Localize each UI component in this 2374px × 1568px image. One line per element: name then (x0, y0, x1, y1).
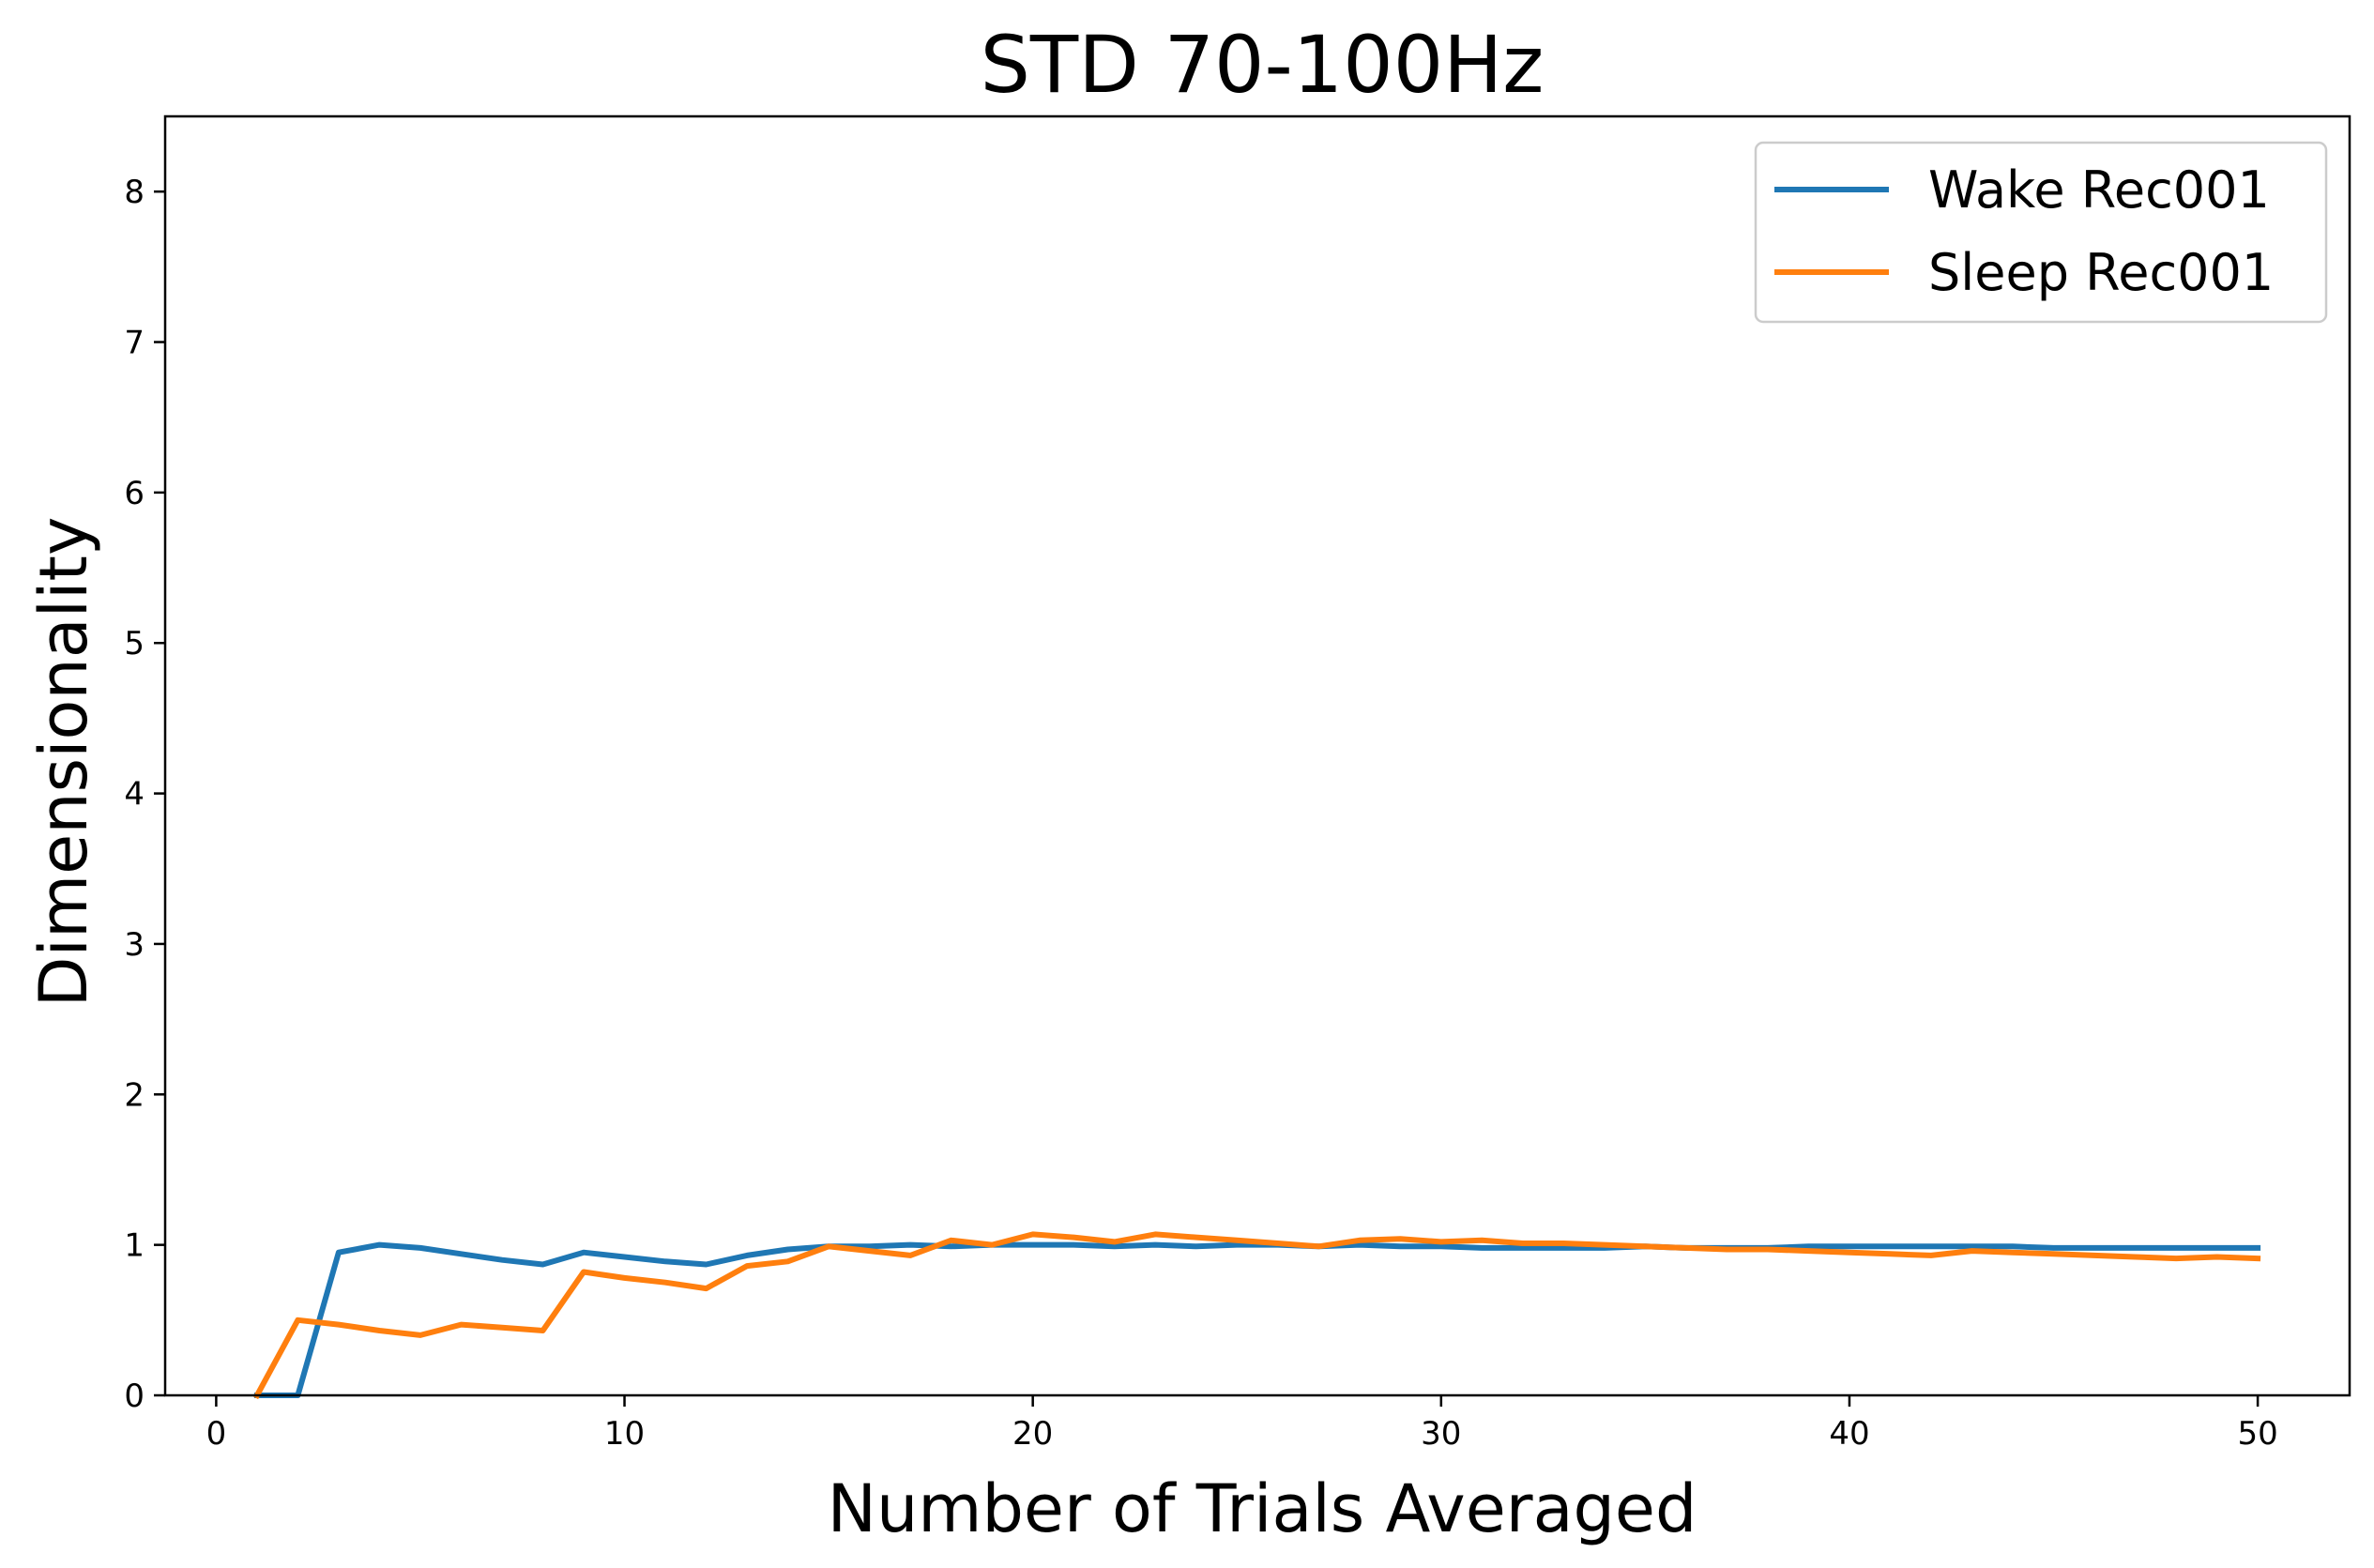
series-line-wake-rec001 (253, 1241, 2261, 1398)
y-tick-label: 2 (124, 1076, 145, 1114)
y-tick-label: 4 (124, 776, 145, 814)
legend-label-wake-rec001: Wake Rec001 (1928, 160, 2270, 220)
y-tick-label: 1 (124, 1227, 145, 1265)
x-tick-label: 30 (1421, 1415, 1461, 1453)
y-tick-label: 5 (124, 625, 145, 662)
y-tick-label: 8 (124, 174, 145, 211)
legend-box (1754, 141, 2328, 324)
x-tick-label: 0 (206, 1415, 227, 1453)
y-tick-label: 3 (124, 926, 145, 964)
x-tick-label: 10 (604, 1415, 645, 1453)
y-tick-label: 7 (124, 325, 145, 362)
chart-title: STD 70-100Hz (981, 19, 1545, 111)
x-axis-label: Number of Trials Averaged (828, 1470, 1697, 1547)
series-layer (252, 1231, 2261, 1400)
ticks-layer: 0 10 20 30 40 50 0 1 2 3 4 5 6 7 8 (124, 174, 2277, 1453)
x-tick-label: 20 (1012, 1415, 1053, 1453)
y-axis-label: Dimensionality (25, 517, 102, 1008)
plot-area-frame (163, 114, 2351, 1397)
legend-label-sleep-rec001: Sleep Rec001 (1928, 243, 2274, 302)
x-tick-label: 40 (1829, 1415, 1869, 1453)
series-line-sleep-rec001 (252, 1231, 2261, 1400)
y-tick-label: 6 (124, 475, 145, 512)
legend: Wake Rec001 Sleep Rec001 (1754, 141, 2328, 324)
y-tick-label: 0 (124, 1378, 145, 1415)
x-tick-label: 50 (2237, 1415, 2277, 1453)
